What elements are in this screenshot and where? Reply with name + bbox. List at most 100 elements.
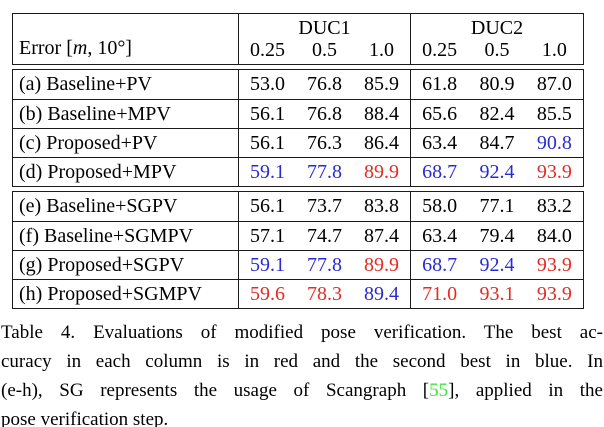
- caption-line: curacy in each column is in red and the …: [1, 347, 603, 376]
- row-label: (c) Proposed+PV: [13, 129, 239, 157]
- duc1-values: 56.1 73.7 83.8: [239, 192, 411, 221]
- error-metric-label: Error [m, 10°]: [13, 14, 239, 64]
- value-cell: 73.7: [307, 195, 342, 217]
- value-cell: 93.9: [536, 160, 572, 183]
- duc1-values: 56.1 76.3 86.4: [239, 129, 411, 157]
- value-cell: 93.9: [536, 253, 572, 276]
- value-cell: 56.1: [250, 131, 285, 154]
- threshold-label: 0.25: [250, 39, 285, 61]
- caption-text: Table 4. Evaluations of modified pose ve…: [1, 322, 603, 343]
- row-label: (h) Proposed+SGMPV: [13, 280, 239, 308]
- table-row: (d) Proposed+MPV 59.1 77.8 89.9 68.7 92.4 93.9: [13, 157, 583, 186]
- value-cell: 56.1: [250, 102, 285, 125]
- duc2-values: 68.7 92.4 93.9: [411, 251, 583, 279]
- value-cell: 68.7: [422, 253, 458, 276]
- duc2-title: DUC2: [470, 17, 524, 39]
- row-label: (f) Baseline+SGMPV: [13, 222, 239, 250]
- value-cell: 77.1: [479, 195, 515, 217]
- threshold-label: 1.0: [541, 39, 567, 61]
- table-row: (f) Baseline+SGMPV 57.1 74.7 87.4 63.4 79.4 84…: [13, 221, 583, 250]
- threshold-label: 0.5: [484, 39, 510, 61]
- table-row: (e) Baseline+SGPV 56.1 73.7 83.8 58.0 77.1 83.…: [13, 192, 583, 221]
- value-cell: 58.0: [422, 195, 458, 217]
- value-cell: 92.4: [479, 160, 515, 183]
- duc1-values: 56.1 76.8 88.4: [239, 100, 411, 128]
- table-caption: Table 4. Evaluations of modified pose ve…: [1, 318, 603, 427]
- value-cell: 59.6: [250, 282, 285, 305]
- value-cell: 61.8: [422, 73, 458, 95]
- row-label: (g) Proposed+SGPV: [13, 251, 239, 279]
- value-cell: 82.4: [479, 102, 515, 125]
- value-cell: 57.1: [250, 224, 285, 247]
- value-cell: 65.6: [422, 102, 458, 125]
- caption-text: ], applied in the: [448, 380, 603, 401]
- table-row: (h) Proposed+SGMPV 59.6 78.3 89.4 71.0 93.1 93…: [13, 279, 583, 308]
- duc1-values: 59.1 77.8 89.9: [239, 251, 411, 279]
- table-row: (a) Baseline+PV 53.0 76.8 85.9 61.8 80.9 87.0: [13, 70, 583, 99]
- value-cell: 83.8: [364, 195, 399, 217]
- value-cell: 68.7: [422, 160, 458, 183]
- duc1-values: 53.0 76.8 85.9: [239, 70, 411, 99]
- value-cell: 80.9: [479, 73, 515, 95]
- value-cell: 89.9: [364, 160, 399, 183]
- error-label-variable: m: [72, 37, 88, 59]
- duc1-values: 57.1 74.7 87.4: [239, 222, 411, 250]
- value-cell: 74.7: [307, 224, 342, 247]
- row-label: (e) Baseline+SGPV: [13, 192, 239, 221]
- value-cell: 78.3: [307, 282, 342, 305]
- table-block-rows-a-d: (a) Baseline+PV 53.0 76.8 85.9 61.8 80.9 87.0(…: [12, 69, 584, 187]
- value-cell: 86.4: [364, 131, 399, 154]
- table-row: (g) Proposed+SGPV 59.1 77.8 89.9 68.7 92.4 93.…: [13, 250, 583, 279]
- citation-link[interactable]: 55: [429, 380, 449, 401]
- column-group-duc2: DUC2 0.25 0.5 1.0: [411, 14, 583, 64]
- value-cell: 63.4: [422, 131, 458, 154]
- value-cell: 85.5: [536, 102, 572, 125]
- row-label: (b) Baseline+MPV: [13, 100, 239, 128]
- duc2-thresholds: 0.25 0.5 1.0: [411, 39, 583, 64]
- duc2-values: 68.7 92.4 93.9: [411, 158, 583, 186]
- value-cell: 90.8: [536, 131, 572, 154]
- duc2-values: 63.4 79.4 84.0: [411, 222, 583, 250]
- table-row: (b) Baseline+MPV 56.1 76.8 88.4 65.6 82.4 85.5: [13, 99, 583, 128]
- value-cell: 89.9: [364, 253, 399, 276]
- value-cell: 84.0: [536, 224, 572, 247]
- value-cell: 84.7: [479, 131, 515, 154]
- duc1-title: DUC1: [298, 17, 351, 39]
- duc2-values: 61.8 80.9 87.0: [411, 70, 583, 99]
- threshold-label: 0.5: [312, 39, 337, 61]
- value-cell: 93.1: [479, 282, 515, 305]
- caption-text: pose verification step.: [1, 409, 169, 427]
- threshold-label: 1.0: [369, 39, 394, 61]
- duc1-values: 59.6 78.3 89.4: [239, 280, 411, 308]
- duc1-values: 59.1 77.8 89.9: [239, 158, 411, 186]
- caption-text: curacy in each column is in red and the …: [1, 351, 603, 372]
- duc1-thresholds: 0.25 0.5 1.0: [239, 39, 410, 64]
- caption-line: pose verification step.: [1, 405, 603, 427]
- caption-line: (e-h), SG represents the usage of Scangr…: [1, 376, 603, 405]
- row-label: (a) Baseline+PV: [13, 70, 239, 99]
- duc2-values: 63.4 84.7 90.8: [411, 129, 583, 157]
- duc2-values: 58.0 77.1 83.2: [411, 192, 583, 221]
- value-cell: 77.8: [307, 253, 342, 276]
- caption-line: Table 4. Evaluations of modified pose ve…: [1, 318, 603, 347]
- results-table: Error [m, 10°] DUC1 0.25 0.5 1.0 DUC2 0.…: [12, 13, 584, 309]
- value-cell: 71.0: [422, 282, 458, 305]
- error-label-prefix: Error [: [19, 37, 73, 59]
- value-cell: 79.4: [479, 224, 515, 247]
- value-cell: 59.1: [250, 253, 285, 276]
- value-cell: 89.4: [364, 282, 399, 305]
- caption-text: (e-h), SG represents the usage of Scangr…: [1, 380, 430, 401]
- value-cell: 87.0: [536, 73, 572, 95]
- value-cell: 76.8: [307, 73, 342, 95]
- error-label-suffix: , 10°]: [87, 37, 132, 59]
- value-cell: 85.9: [364, 73, 399, 95]
- table-header: Error [m, 10°] DUC1 0.25 0.5 1.0 DUC2 0.…: [12, 13, 584, 65]
- value-cell: 76.8: [307, 102, 342, 125]
- value-cell: 77.8: [307, 160, 342, 183]
- value-cell: 88.4: [364, 102, 399, 125]
- table-block-rows-e-h: (e) Baseline+SGPV 56.1 73.7 83.8 58.0 77.1 83.…: [12, 191, 584, 309]
- table-row: (c) Proposed+PV 56.1 76.3 86.4 63.4 84.7 90.8: [13, 128, 583, 157]
- value-cell: 93.9: [536, 282, 572, 305]
- value-cell: 56.1: [250, 195, 285, 217]
